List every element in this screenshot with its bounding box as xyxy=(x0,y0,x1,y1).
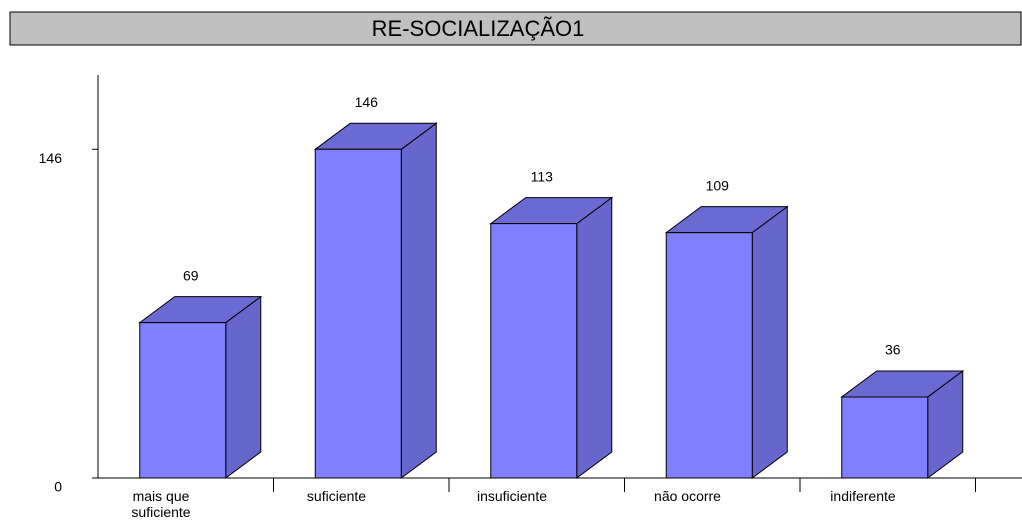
value-label: 109 xyxy=(706,177,730,193)
title-bar xyxy=(9,11,1022,46)
bar xyxy=(313,122,438,479)
bar-front xyxy=(665,232,753,479)
bar-side xyxy=(400,122,437,479)
x-tick-label: suficiente xyxy=(306,488,367,504)
value-label: 113 xyxy=(531,168,554,184)
bar-front xyxy=(490,223,578,479)
bar-front xyxy=(841,396,929,479)
y-tick-label: 0 xyxy=(54,479,62,495)
bar xyxy=(489,196,614,479)
x-tick-label: mais que suficiente xyxy=(131,488,191,520)
value-label: 146 xyxy=(355,94,379,110)
bar xyxy=(840,369,965,479)
y-tick-label: 146 xyxy=(39,150,63,166)
bar-side xyxy=(751,205,788,479)
x-tick-label: não ocorre xyxy=(654,488,721,504)
x-tick-label: indiferente xyxy=(830,488,896,504)
bar-front xyxy=(314,148,402,479)
x-tick-label: insuficiente xyxy=(476,488,548,504)
bar-side xyxy=(225,295,262,479)
bar xyxy=(664,205,789,479)
value-label: 69 xyxy=(183,267,199,283)
bar xyxy=(138,295,263,479)
chart-title: RE-SOCIALIZAÇÃO1 xyxy=(372,16,585,41)
bar-front xyxy=(139,322,227,479)
bar-side xyxy=(576,196,613,479)
value-label: 36 xyxy=(885,342,901,358)
